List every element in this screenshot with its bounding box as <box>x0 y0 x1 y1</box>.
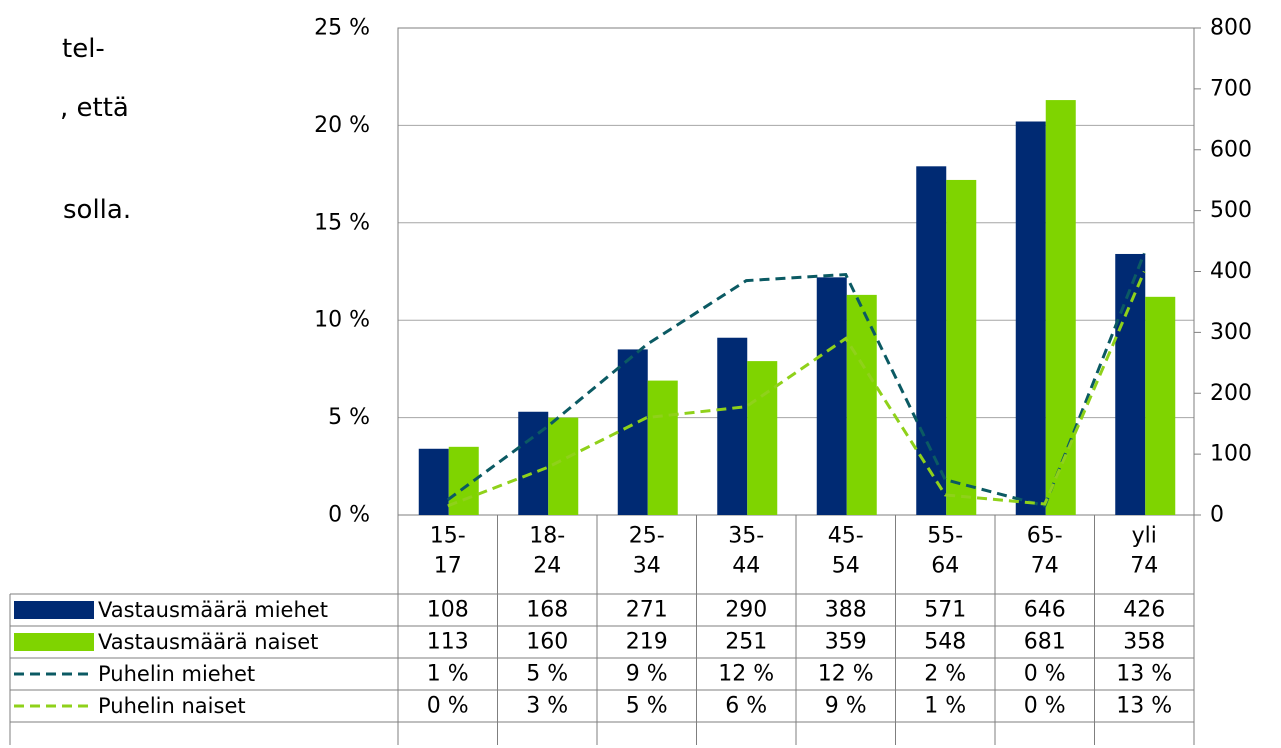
bar-men <box>1015 121 1046 515</box>
category-label: 34 <box>633 554 661 579</box>
category-label: 24 <box>533 554 561 579</box>
table-cell: 358 <box>1123 630 1165 655</box>
table-cell: 290 <box>725 598 767 623</box>
table-cell: 168 <box>526 598 568 623</box>
table-cell: 6 % <box>725 694 767 719</box>
y-right-tick-label: 100 <box>1210 442 1252 467</box>
bar-women <box>1045 100 1076 516</box>
table-cell: 571 <box>924 598 966 623</box>
legend-label: Vastausmäärä naiset <box>98 630 318 654</box>
bar-women <box>1145 296 1176 515</box>
category-label: 64 <box>931 554 959 579</box>
y-left-tick-label: 25 % <box>314 16 370 41</box>
category-label: 25- <box>629 524 665 549</box>
side-text-line-3: solla. <box>63 195 132 225</box>
table-cell: 13 % <box>1116 694 1172 719</box>
table-cell: 2 % <box>924 662 966 687</box>
y-right-tick-label: 700 <box>1210 76 1252 101</box>
table-cell: 12 % <box>818 662 874 687</box>
bar-men <box>916 166 947 516</box>
table-cell: 5 % <box>626 694 668 719</box>
table-cell: 9 % <box>825 694 867 719</box>
bar-men <box>418 448 449 515</box>
y-right-tick-label: 600 <box>1210 137 1252 162</box>
bar-women <box>548 417 579 515</box>
y-right-tick-label: 800 <box>1210 16 1252 41</box>
bar-men <box>816 277 847 515</box>
category-label: 74 <box>1031 554 1059 579</box>
table-cell: 5 % <box>526 662 568 687</box>
bar-women <box>946 179 977 515</box>
category-label: 55- <box>927 524 963 549</box>
table-cell: 251 <box>725 630 767 655</box>
legend-label: Puhelin miehet <box>98 662 255 686</box>
table-cell: 1 % <box>427 662 469 687</box>
category-label: 44 <box>732 554 760 579</box>
line-puhelin-naiset <box>447 270 1146 508</box>
table-cell: 0 % <box>1024 662 1066 687</box>
legend-key-bar-men <box>14 601 94 619</box>
table-cell: 12 % <box>718 662 774 687</box>
category-label: 18- <box>529 524 565 549</box>
y-right-tick-label: 300 <box>1210 320 1252 345</box>
table-cell: 160 <box>526 630 568 655</box>
table-cell: 426 <box>1123 598 1165 623</box>
table-cell: 3 % <box>526 694 568 719</box>
category-label: 35- <box>728 524 764 549</box>
bar-women <box>747 361 778 515</box>
table-cell: 0 % <box>1024 694 1066 719</box>
table-cell: 681 <box>1024 630 1066 655</box>
legend-key-bar-women <box>14 633 94 651</box>
table-cell: 0 % <box>427 694 469 719</box>
table-cell: 9 % <box>626 662 668 687</box>
y-left-tick-label: 15 % <box>314 210 370 235</box>
y-left-tick-label: 5 % <box>328 405 370 430</box>
category-label: 74 <box>1130 554 1158 579</box>
category-label: 45- <box>828 524 864 549</box>
side-text-line-2: , että <box>60 93 129 123</box>
category-label: 15- <box>430 524 466 549</box>
table-cell: 113 <box>427 630 469 655</box>
bar-women <box>647 380 678 515</box>
table-cell: 646 <box>1024 598 1066 623</box>
category-label: 17 <box>434 554 462 579</box>
side-text: tel- , että solla. <box>0 0 240 300</box>
table-cell: 13 % <box>1116 662 1172 687</box>
table-cell: 388 <box>825 598 867 623</box>
y-right-tick-label: 500 <box>1210 198 1252 223</box>
y-left-tick-label: 0 % <box>328 503 370 528</box>
table-cell: 359 <box>825 630 867 655</box>
bar-men <box>518 411 549 515</box>
table-cell: 548 <box>924 630 966 655</box>
legend-label: Puhelin naiset <box>98 694 246 718</box>
y-right-tick-label: 0 <box>1210 503 1224 528</box>
bar-men <box>617 349 648 515</box>
y-right-tick-label: 400 <box>1210 259 1252 284</box>
category-label: yli <box>1132 524 1157 549</box>
table-cell: 219 <box>626 630 668 655</box>
bar-men <box>1115 253 1146 515</box>
y-left-tick-label: 20 % <box>314 113 370 138</box>
side-text-line-1: tel- <box>62 34 105 64</box>
legend-label: Vastausmäärä miehet <box>98 598 328 622</box>
table-cell: 271 <box>626 598 668 623</box>
bar-men <box>717 337 748 515</box>
table-cell: 108 <box>427 598 469 623</box>
category-label: 65- <box>1027 524 1063 549</box>
y-left-tick-label: 10 % <box>314 308 370 333</box>
y-right-tick-label: 200 <box>1210 381 1252 406</box>
table-cell: 1 % <box>924 694 966 719</box>
category-label: 54 <box>832 554 860 579</box>
